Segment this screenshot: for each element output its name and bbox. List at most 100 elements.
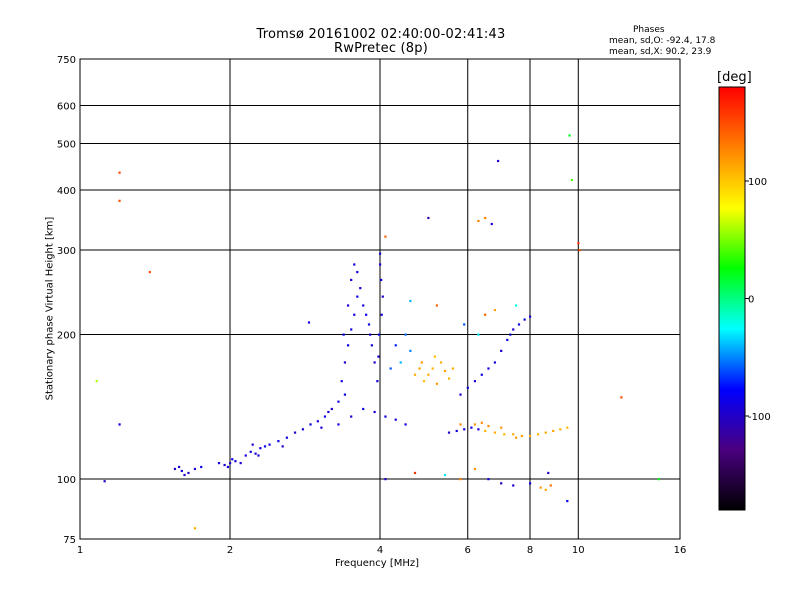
data-point (420, 361, 423, 364)
data-point (373, 410, 376, 414)
data-point (529, 315, 532, 318)
data-point (413, 373, 417, 376)
colorbar-ticks: 100 0 -100 (745, 177, 771, 423)
data-point (552, 429, 555, 433)
data-point (536, 433, 540, 436)
data-point (356, 295, 359, 298)
data-point (470, 426, 473, 429)
data-point (566, 499, 569, 503)
x-tick-label: 8 (527, 545, 533, 556)
data-point (404, 423, 407, 426)
y-tick-label: 300 (57, 246, 76, 257)
data-point (350, 328, 353, 331)
data-point (356, 270, 359, 274)
data-point (384, 415, 387, 418)
data-point (463, 428, 466, 431)
data-point (373, 361, 376, 364)
data-point (529, 434, 532, 438)
data-point (251, 443, 254, 446)
data-point (259, 447, 262, 450)
data-point (257, 454, 260, 457)
data-point (301, 428, 305, 431)
data-point (281, 445, 284, 448)
data-point (559, 428, 562, 431)
data-point (566, 426, 569, 429)
data-point (330, 407, 333, 411)
data-point (200, 465, 203, 469)
data-point (515, 304, 518, 307)
y-tick-label: 750 (57, 55, 76, 66)
data-point (409, 299, 412, 303)
data-point (249, 450, 252, 453)
data-point (254, 452, 257, 455)
y-tick-label: 600 (57, 102, 76, 113)
data-point (384, 478, 387, 481)
data-point (496, 159, 500, 163)
data-point (234, 460, 237, 463)
data-point (394, 344, 397, 347)
data-point (547, 471, 550, 475)
plot-frame (79, 58, 681, 540)
data-point (433, 355, 436, 358)
data-point (509, 333, 512, 336)
data-point (463, 323, 466, 326)
data-point (337, 423, 340, 426)
data-point (500, 426, 503, 429)
data-point (568, 134, 571, 137)
data-point (226, 465, 230, 469)
data-point (187, 471, 190, 475)
data-point (506, 338, 509, 342)
data-point (365, 313, 368, 316)
data-point (544, 431, 547, 434)
phase-stats-heading: Phases (633, 25, 665, 35)
data-point (103, 480, 106, 483)
data-point (459, 423, 462, 426)
data-point (399, 361, 402, 364)
data-point (447, 377, 451, 380)
colorbar (718, 86, 746, 511)
data-point (473, 423, 477, 426)
data-point (487, 367, 490, 370)
data-point (512, 328, 515, 331)
data-point (307, 321, 311, 324)
data-point (377, 333, 381, 336)
data-point (484, 313, 487, 316)
data-point (359, 287, 362, 290)
data-point (422, 380, 426, 383)
data-point (384, 235, 387, 238)
data-point (493, 308, 497, 312)
chart-subtitle: RwPretec (8p) (334, 41, 428, 56)
data-points (95, 134, 660, 530)
data-point (394, 418, 397, 421)
data-point (455, 429, 458, 433)
data-point (193, 467, 197, 471)
y-tick-label: 75 (63, 535, 76, 546)
data-point (148, 270, 151, 274)
data-point (343, 361, 347, 364)
data-point (477, 333, 480, 336)
data-point (570, 178, 573, 182)
data-point (268, 443, 271, 446)
data-point (316, 420, 319, 423)
data-point (380, 278, 383, 282)
data-point (493, 361, 497, 364)
data-point (381, 295, 384, 298)
data-point (231, 458, 234, 461)
data-point (180, 469, 183, 473)
data-point (95, 380, 98, 383)
data-point (435, 304, 438, 307)
data-point (377, 355, 380, 358)
data-point (520, 434, 523, 438)
data-point (217, 461, 221, 465)
data-point (539, 486, 542, 489)
data-point (484, 429, 487, 433)
data-point (343, 393, 347, 396)
data-point (327, 410, 330, 414)
data-point (443, 473, 447, 477)
x-tick-label: 2 (227, 545, 233, 556)
y-axis-ticks: 75 100 200 300 400 500 600 750 (57, 55, 76, 546)
x-axis-label: Frequency [MHz] (335, 558, 420, 569)
data-point (435, 382, 438, 385)
data-point (443, 369, 447, 373)
y-tick-label: 200 (57, 331, 76, 342)
